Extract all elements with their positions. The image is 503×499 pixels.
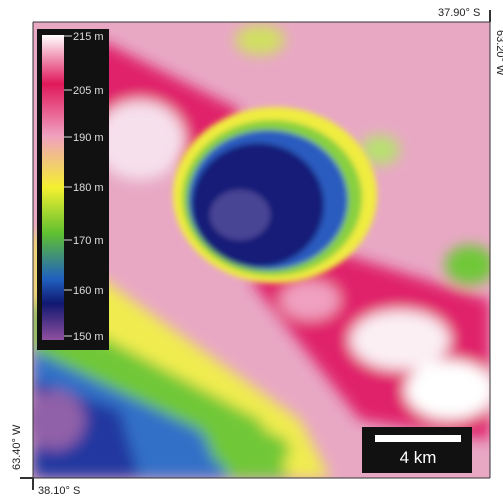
colorbar-label: 170 m bbox=[73, 235, 104, 247]
colorbar-label: 190 m bbox=[73, 132, 104, 144]
colorbar-label: 160 m bbox=[73, 285, 104, 297]
coordinate-label: 37.90° S bbox=[438, 7, 480, 19]
scale-bar-label: 4 km bbox=[400, 448, 437, 467]
colorbar-label: 215 m bbox=[73, 31, 104, 43]
colorbar-label: 150 m bbox=[73, 331, 104, 343]
coordinate-label: 63.40° W bbox=[11, 424, 23, 470]
colorbar-label: 205 m bbox=[73, 85, 104, 97]
colorbar-label: 180 m bbox=[73, 182, 104, 194]
coordinate-label: 63.20° W bbox=[494, 30, 503, 76]
colorbar: 215 m 205 m 190 m 180 m 170 m 160 m 150 m bbox=[37, 29, 109, 350]
scale-bar: 4 km bbox=[362, 427, 472, 473]
coordinate-label: 38.10° S bbox=[38, 485, 80, 497]
scale-bar-line bbox=[375, 435, 461, 442]
colorbar-gradient bbox=[42, 35, 64, 340]
map-figure: 37.90° S 63.20° W 63.40° W 38.10° S 215 … bbox=[0, 0, 503, 499]
